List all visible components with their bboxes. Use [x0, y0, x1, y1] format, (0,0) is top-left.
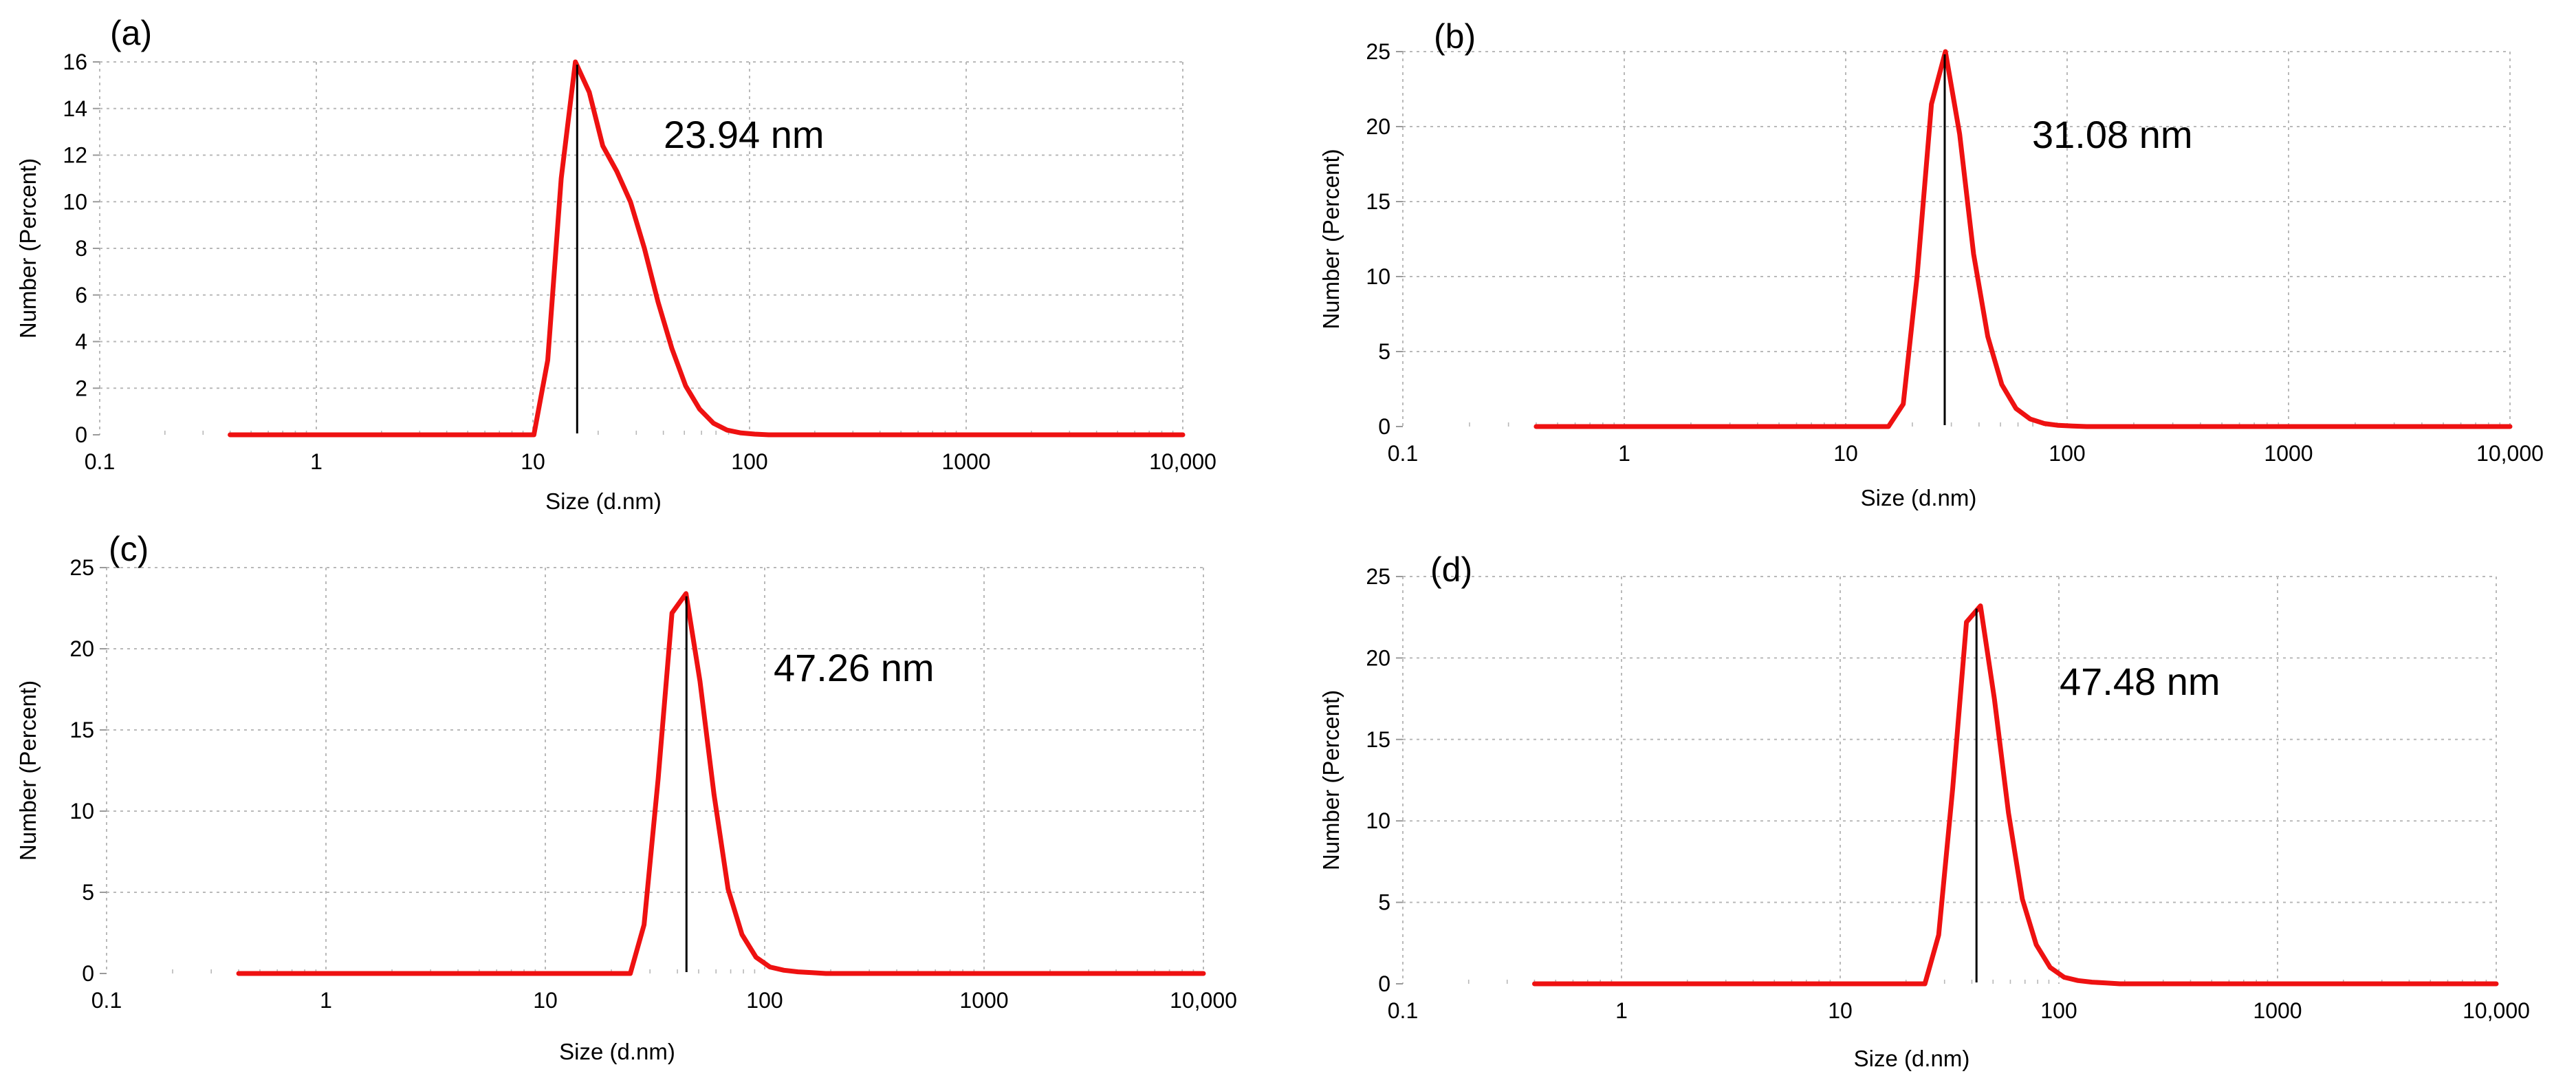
y-tick-label: 0: [75, 422, 87, 447]
distribution-curve: [1533, 49, 2513, 429]
y-tick-label: 0: [1378, 414, 1390, 439]
peak-size-annotation: 47.48 nm: [2060, 660, 2220, 703]
x-tick-label: 10,000: [2476, 441, 2544, 466]
x-tick-label: 1000: [2253, 998, 2302, 1023]
x-tick-label: 1000: [959, 988, 1008, 1013]
y-tick-label: 10: [69, 799, 94, 824]
y-tick-label: 10: [1366, 264, 1390, 289]
x-tick-label: 10,000: [1149, 449, 1216, 474]
x-tick-label: 10,000: [1170, 988, 1237, 1013]
panel-label: (d): [1430, 550, 1472, 589]
x-axis-title: Size (d.nm): [1854, 1046, 1970, 1071]
y-tick-label: 14: [63, 96, 87, 121]
y-tick-label: 5: [82, 880, 94, 905]
y-tick-label: 25: [1366, 39, 1390, 64]
y-tick-label: 2: [75, 376, 87, 400]
y-tick-label: 16: [63, 50, 87, 74]
x-tick-label: 1000: [2264, 441, 2313, 466]
y-tick-label: 10: [63, 189, 87, 214]
y-tick-label: 5: [1378, 339, 1390, 364]
y-tick-label: 15: [1366, 727, 1390, 752]
x-tick-label: 10: [1828, 998, 1853, 1023]
x-tick-label: 0.1: [1388, 998, 1418, 1023]
x-tick-label: 10: [533, 988, 558, 1013]
peak-size-annotation: 31.08 nm: [2032, 113, 2193, 156]
y-tick-label: 5: [1378, 890, 1390, 915]
y-axis-title: Number (Percent): [15, 680, 41, 861]
x-tick-label: 10: [1833, 441, 1858, 466]
x-tick-label: 0.1: [91, 988, 122, 1013]
y-tick-label: 15: [69, 718, 94, 742]
y-tick-label: 20: [69, 636, 94, 661]
x-tick-label: 100: [2049, 441, 2085, 466]
x-tick-label: 1: [320, 988, 332, 1013]
x-tick-label: 0.1: [85, 449, 115, 474]
y-axis-title: Number (Percent): [15, 158, 41, 338]
x-tick-label: 1: [1615, 998, 1628, 1023]
panel-label: (c): [109, 530, 149, 568]
x-tick-label: 10: [521, 449, 545, 474]
y-tick-label: 0: [82, 961, 94, 986]
y-tick-label: 8: [75, 236, 87, 261]
x-axis-title: Size (d.nm): [1861, 485, 1977, 510]
chart-panel-d: 0 5 10 15 20 25 0.1 1 10 100 1000 10,000 Size (d.nm)…: [1318, 550, 2530, 1071]
chart-panel-b: 0 5 10 15 20 25 0.1 1 10 100 1000 10,000 Size (d.nm)…: [1318, 17, 2544, 510]
panel-label: (a): [110, 14, 152, 52]
y-tick-label: 20: [1366, 645, 1390, 670]
x-tick-label: 0.1: [1388, 441, 1418, 466]
y-tick-label: 25: [69, 555, 94, 580]
x-tick-label: 1000: [941, 449, 990, 474]
x-tick-label: 1: [1618, 441, 1630, 466]
x-tick-label: 10,000: [2463, 998, 2530, 1023]
y-tick-label: 12: [63, 143, 87, 168]
y-tick-label: 6: [75, 283, 87, 308]
peak-size-annotation: 47.26 nm: [774, 646, 935, 689]
chart-panel-a: 0 2 4 6 8 10 12 14 16 0.1 1 10 100 1000 10,000 Size (d.…: [15, 14, 1216, 514]
x-tick-label: 100: [731, 449, 767, 474]
y-tick-label: 20: [1366, 114, 1390, 139]
y-tick-label: 25: [1366, 564, 1390, 589]
y-axis-title: Number (Percent): [1318, 149, 1344, 329]
y-tick-label: 15: [1366, 189, 1390, 214]
y-axis-title: Number (Percent): [1318, 690, 1344, 870]
y-tick-label: 10: [1366, 808, 1390, 833]
x-tick-label: 100: [746, 988, 783, 1013]
x-axis-title: Size (d.nm): [545, 488, 662, 514]
y-tick-label: 4: [75, 330, 87, 354]
chart-panel-c: 0 5 10 15 20 25 0.1 1 10 100 1000 10,000 Size (d.nm)…: [15, 530, 1237, 1064]
panel-label: (b): [1434, 17, 1476, 56]
x-axis-title: Size (d.nm): [559, 1039, 675, 1064]
x-tick-label: 100: [2040, 998, 2077, 1023]
peak-size-annotation: 23.94 nm: [664, 113, 825, 156]
y-tick-label: 0: [1378, 971, 1390, 996]
x-tick-label: 1: [310, 449, 323, 474]
